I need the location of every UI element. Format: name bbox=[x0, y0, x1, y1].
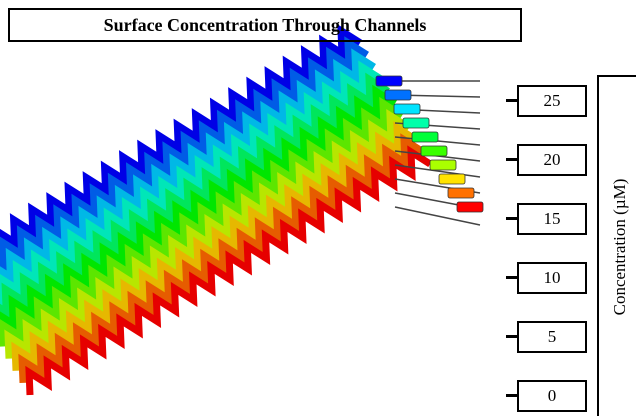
title: Surface Concentration Through Channels bbox=[8, 8, 522, 42]
tick-label: 15 bbox=[517, 203, 587, 235]
channel bbox=[4, 109, 411, 359]
tick-mark bbox=[506, 276, 518, 279]
tick-label: 5 bbox=[517, 321, 587, 353]
channel-array bbox=[0, 24, 432, 396]
tick-mark bbox=[506, 217, 518, 220]
channel bbox=[25, 145, 432, 396]
channel bbox=[0, 60, 383, 311]
channel bbox=[0, 96, 404, 347]
tick-mark bbox=[506, 335, 518, 338]
tick-label: 0 bbox=[517, 380, 587, 412]
channel bbox=[0, 36, 369, 287]
inlet bbox=[420, 145, 448, 157]
inlet-tube bbox=[394, 206, 481, 226]
inlet-tube bbox=[394, 164, 481, 178]
tick-mark bbox=[506, 394, 518, 397]
channel bbox=[0, 72, 390, 323]
channel bbox=[0, 48, 376, 299]
colorbar-frame bbox=[597, 75, 636, 416]
channel bbox=[0, 84, 397, 335]
tick-label: 25 bbox=[517, 85, 587, 117]
channel bbox=[0, 24, 362, 274]
inlet bbox=[384, 89, 412, 101]
channel bbox=[18, 133, 425, 384]
tick-mark bbox=[506, 99, 518, 102]
channel bbox=[11, 121, 418, 371]
inlet bbox=[402, 117, 430, 129]
inlet bbox=[456, 201, 484, 213]
inlet bbox=[438, 173, 466, 185]
colorbar-label: Concentration (µM) bbox=[610, 178, 629, 316]
inlet bbox=[375, 75, 403, 87]
inlet bbox=[447, 187, 475, 199]
tick-mark bbox=[506, 158, 518, 161]
tick-label: 20 bbox=[517, 144, 587, 176]
inlet bbox=[393, 103, 421, 115]
inlet bbox=[411, 131, 439, 143]
inlet bbox=[429, 159, 457, 171]
tick-label: 10 bbox=[517, 262, 587, 294]
